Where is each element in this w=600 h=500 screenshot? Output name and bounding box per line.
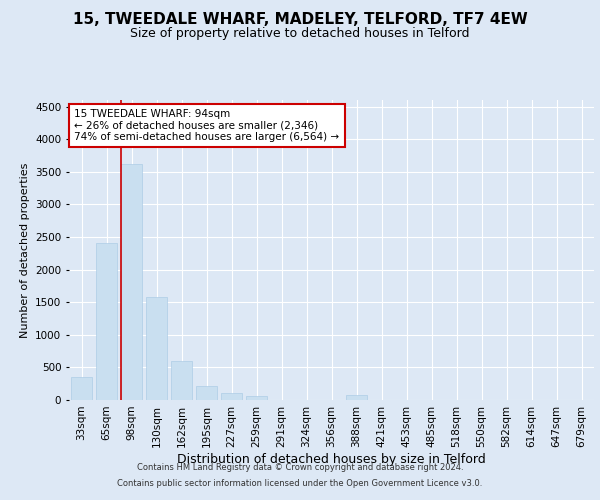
Bar (246, 396, 267, 400)
Text: 15, TWEEDALE WHARF, MADELEY, TELFORD, TF7 4EW: 15, TWEEDALE WHARF, MADELEY, TELFORD, TF… (73, 12, 527, 28)
X-axis label: Distribution of detached houses by size in Telford: Distribution of detached houses by size … (177, 452, 486, 466)
Text: Size of property relative to detached houses in Telford: Size of property relative to detached ho… (130, 28, 470, 40)
Bar (196, 386, 217, 400)
Bar (121, 164, 142, 400)
Text: Contains public sector information licensed under the Open Government Licence v3: Contains public sector information licen… (118, 478, 482, 488)
Bar (346, 396, 367, 400)
Bar (221, 393, 242, 400)
Text: 15 TWEEDALE WHARF: 94sqm
← 26% of detached houses are smaller (2,346)
74% of sem: 15 TWEEDALE WHARF: 94sqm ← 26% of detach… (74, 109, 340, 142)
Y-axis label: Number of detached properties: Number of detached properties (20, 162, 29, 338)
Bar (96, 244, 117, 400)
Bar (71, 377, 92, 400)
Bar (171, 361, 192, 400)
Bar (146, 297, 167, 400)
Text: Contains HM Land Registry data © Crown copyright and database right 2024.: Contains HM Land Registry data © Crown c… (137, 464, 463, 472)
